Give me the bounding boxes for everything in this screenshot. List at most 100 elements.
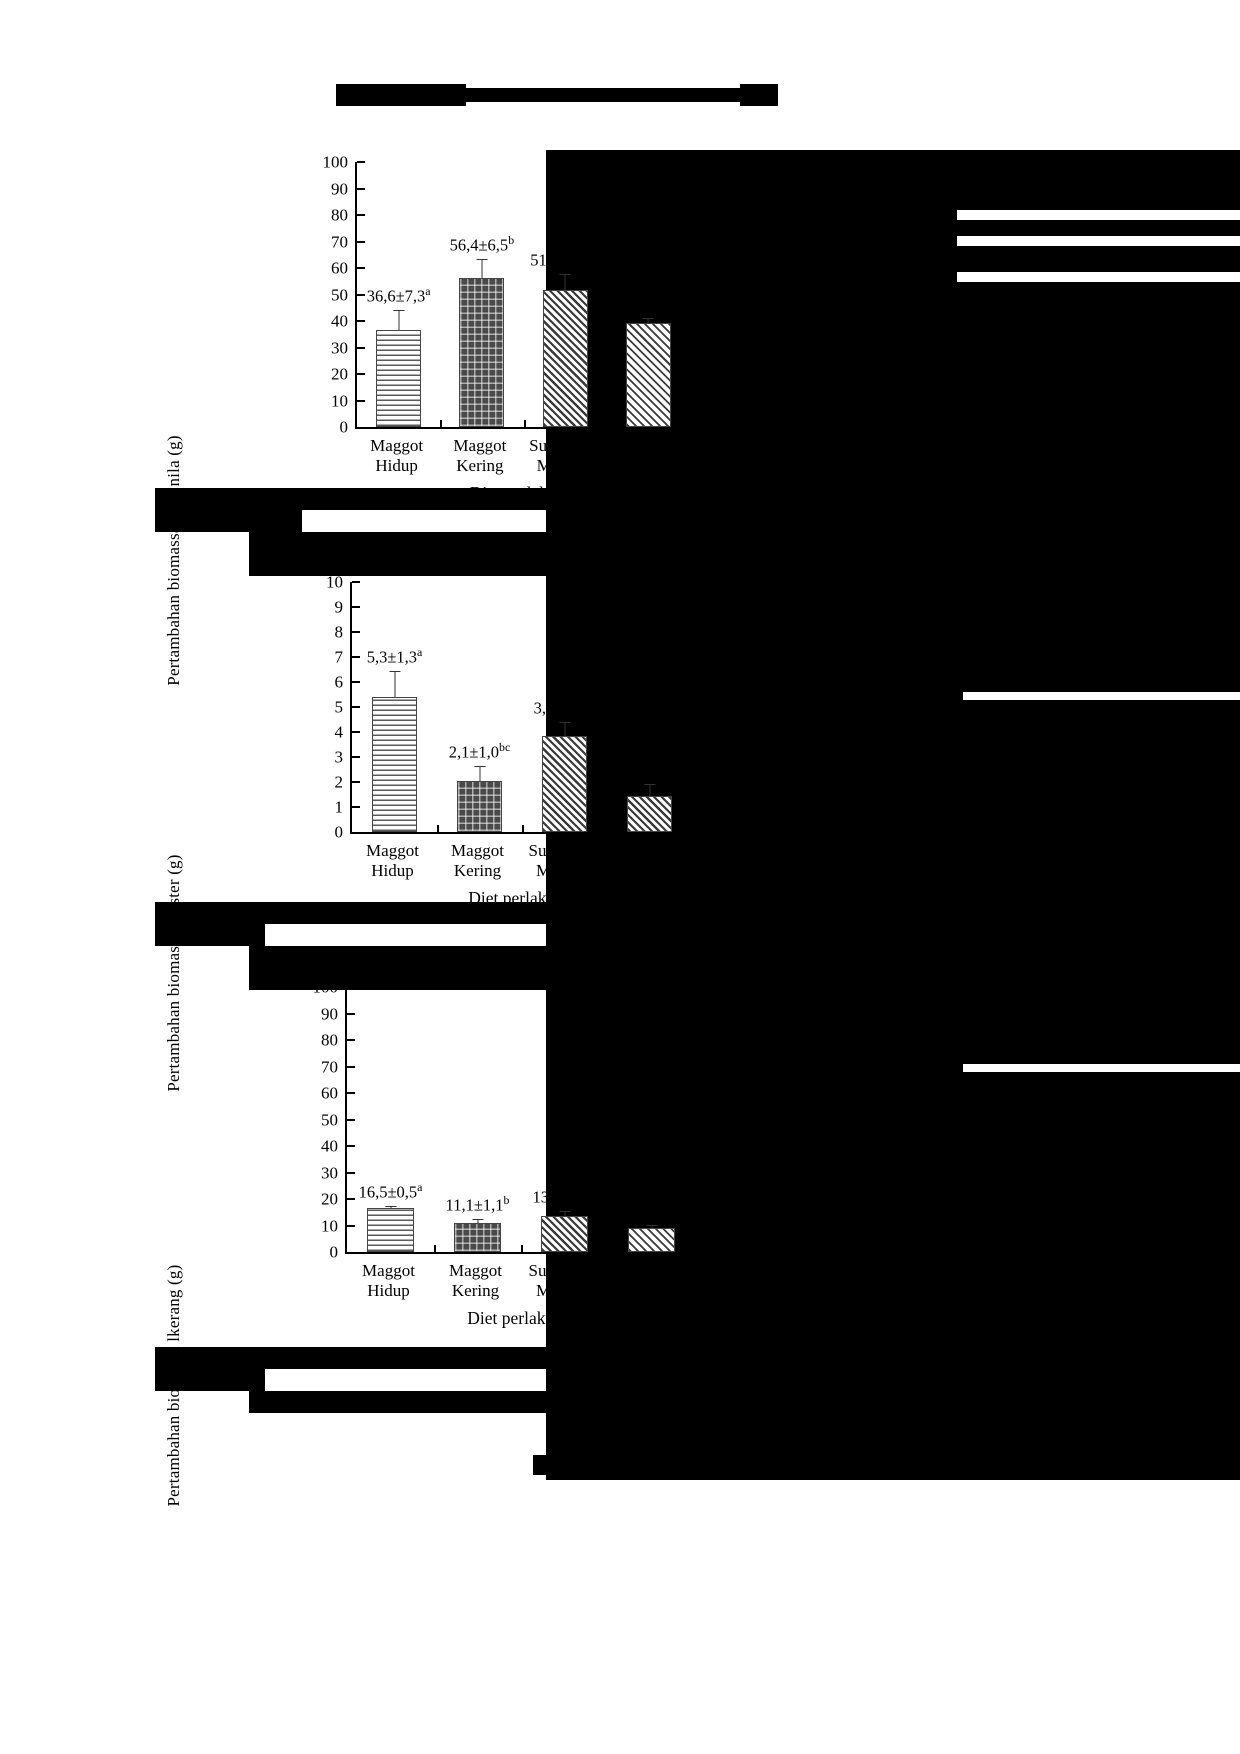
x-axis-label-line1: Suplemen [528, 1261, 597, 1280]
x-axis-labels: Maggot Hidup Maggot Kering Suplemen Maggot Pak… [350, 841, 690, 881]
y-tick-label: 20 [331, 364, 348, 384]
y-tick-mark [352, 706, 360, 708]
y-tick-label: 9 [334, 597, 344, 617]
x-axis-label-line2: Hidup [367, 1281, 410, 1301]
x-axis-labels: Maggot Hidup Maggot Kering Suplemen Maggot Pak… [355, 436, 688, 476]
significance-superscript: ab [584, 696, 596, 711]
caption-2-line-b [155, 924, 265, 946]
y-tick-label: 30 [321, 1163, 338, 1182]
y-tick-mark [347, 1065, 355, 1068]
error-bar-cap-top [559, 1211, 570, 1213]
x-axis-label: Suplemen Maggot [522, 436, 605, 476]
error-bar [481, 260, 483, 278]
y-tick-label: 0 [339, 417, 349, 437]
x-axis-label-line1: Suplemen [528, 841, 597, 860]
y-tick-label: 80 [331, 205, 348, 225]
bar-data-label: 36,6±7,3a [366, 283, 431, 306]
y-tick-label: 4 [334, 722, 344, 742]
y-tick-mark [347, 1224, 355, 1227]
bar[interactable] [542, 290, 588, 427]
x-tick-mark [440, 420, 443, 427]
error-bar-cap-top [389, 671, 400, 672]
y-tick-label: 60 [331, 258, 348, 278]
y-tick-mark [347, 1145, 355, 1147]
x-axis-label-line2: Maggot [536, 456, 590, 476]
x-axis-label: Suplemen Maggot [520, 841, 605, 881]
error-bar-cap-top [393, 309, 405, 311]
bar-slot: 3,9+0,4ab [522, 582, 607, 832]
y-tick-label: 2 [334, 772, 344, 792]
bar[interactable] [376, 330, 422, 427]
y-tick-mark [347, 1012, 355, 1015]
bar[interactable] [626, 795, 673, 832]
error-bar [398, 310, 400, 331]
bar[interactable] [371, 697, 418, 832]
header-redaction-3 [740, 84, 778, 106]
error-bar [394, 672, 395, 697]
bar-data-label: 16,5±0,5a [358, 1179, 423, 1202]
y-tick-mark [352, 656, 360, 658]
figure-chart-kerang: Pertambahan biomassa lkerang (g) 0 10 20 30 4… [150, 975, 695, 1506]
bar-data-label: 5,3±1,3a [366, 645, 423, 667]
y-tick-label: 8 [334, 622, 344, 642]
caption-2-line-d [249, 968, 546, 990]
caption-3-line-c [249, 1391, 546, 1413]
y-tick-label: 70 [321, 1057, 338, 1076]
error-bar [477, 1219, 478, 1223]
bar[interactable] [456, 780, 503, 832]
bar-data-label: 3,9+0,4ab [533, 696, 596, 718]
error-bar [564, 1212, 565, 1216]
y-tick-mark [352, 806, 360, 808]
figure-chart-nila: Pertambahan biomassa ikan nila (g) 0 10 20 3… [150, 150, 690, 686]
bar[interactable] [454, 1222, 501, 1252]
x-axis-label-line1: Pakan [625, 436, 668, 455]
bar-series: 5,3±1,3a 2,1±1,0bc 3,9+0,4ab 1,5±0,5c [352, 582, 692, 832]
bar-data-label: 56,4±6,5b [449, 233, 515, 255]
error-bar [564, 274, 566, 291]
y-tick-label: 1 [334, 797, 344, 817]
caption-1-line-c [249, 532, 546, 554]
x-axis-title: Diet perlakuan [467, 1308, 571, 1328]
bar-data-label: 1,5±0,5c [621, 757, 678, 779]
error-bar [390, 1206, 391, 1209]
significance-superscript: b [503, 1192, 510, 1207]
caption-2-line-a [155, 902, 607, 924]
x-tick-mark [523, 420, 526, 427]
x-tick-mark [607, 825, 609, 832]
bar[interactable] [541, 1215, 588, 1252]
bar[interactable] [367, 1208, 414, 1252]
error-bar-cap-top [559, 722, 570, 724]
header-redaction-1 [336, 84, 466, 106]
y-tick-mark [352, 781, 360, 783]
figure-chart-lobster: Pertambahan biomassa lobster (g) 0 1 2 3 4 5 6 7… [150, 570, 692, 1092]
y-tick-mark [357, 346, 365, 349]
y-tick-label: 6 [334, 672, 344, 692]
y-tick-mark [347, 1092, 355, 1094]
footer-page-number [533, 1455, 563, 1475]
y-tick-label: 3 [334, 747, 344, 767]
x-axis-label-line2: Komersil [614, 456, 679, 476]
bar[interactable] [541, 735, 588, 832]
error-bar [647, 319, 649, 323]
caption-3-line-a [155, 1347, 613, 1369]
bar[interactable] [628, 1227, 675, 1252]
bar-data-label: 13,7+1,3c [532, 1185, 597, 1207]
bar-slot: 1,5±0,5c [607, 582, 692, 832]
bar[interactable] [625, 322, 671, 427]
right-gap-1 [957, 210, 1240, 220]
x-axis-label-line2: Komersil [617, 1281, 682, 1301]
bar[interactable] [459, 277, 505, 427]
error-bar-cap-top [559, 273, 571, 275]
bar-data-label: 9,1+0,8b [623, 1198, 680, 1221]
x-tick-mark [522, 825, 524, 832]
x-axis-label: Suplemen Maggot [519, 1261, 606, 1301]
y-tick-mark [347, 1039, 355, 1041]
significance-superscript: a [425, 283, 431, 298]
significance-superscript: b [508, 233, 515, 248]
error-bar-cap-top [476, 259, 488, 261]
y-tick-label: 10 [326, 572, 343, 592]
y-tick-label: 20 [321, 1189, 338, 1209]
x-tick-mark [606, 420, 609, 427]
x-axis-label: Pakan Komersil [605, 841, 690, 881]
